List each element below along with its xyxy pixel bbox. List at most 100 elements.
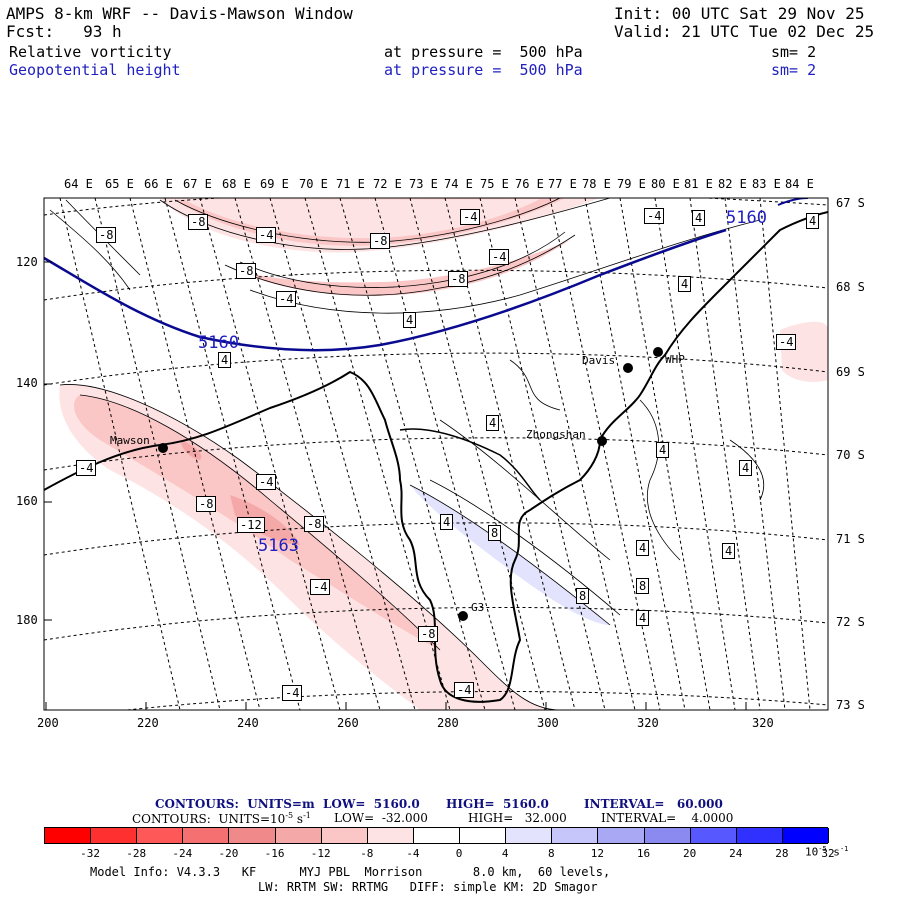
lon-label: 79 E (617, 177, 646, 191)
forecast-hour: Fcst: 93 h (6, 22, 122, 41)
vort-contour-info: CONTOURS: UNITS=10-5 s-1 (132, 811, 311, 826)
vort-label: -4 (310, 579, 331, 595)
vort-label: 8 (636, 578, 650, 594)
colorbar-unit: 10-5 s-1 (805, 845, 849, 859)
vort-label: 4 (403, 312, 417, 328)
vort-label: -4 (644, 208, 665, 224)
vort-label: -4 (776, 334, 797, 350)
vort-contour-interval: INTERVAL= 4.0000 (601, 811, 734, 825)
valid-time: Valid: 21 UTC Tue 02 Dec 25 (614, 22, 875, 41)
lon-label: 65 E (105, 177, 134, 191)
colorbar-tick-label: 24 (729, 847, 743, 860)
vort-label: 4 (636, 610, 650, 626)
lon-label: 71 E (336, 177, 365, 191)
plot-frame (43, 197, 829, 711)
colorbar-tick-label: -8 (360, 847, 374, 860)
coastline (44, 211, 828, 703)
colorbar-cell (782, 828, 829, 843)
vort-label: 8 (488, 525, 502, 541)
vort-label: -4 (489, 249, 510, 265)
vort-label: 4 (722, 543, 736, 559)
lat-label: 67 S (836, 196, 865, 210)
vort-label: -4 (276, 291, 297, 307)
vort-label: 4 (678, 276, 692, 292)
colorbar-cell (690, 828, 737, 843)
station-label-zhongshan: Zhongshan (526, 428, 586, 441)
grid-y-label: 120 (16, 255, 38, 269)
station-marker-whp (653, 347, 663, 357)
lon-label: 68 E (222, 177, 251, 191)
vort-label: -8 (188, 214, 209, 230)
vort-label: -4 (76, 460, 97, 476)
colorbar-tick-label: -12 (310, 847, 331, 860)
lon-label: 82 E (718, 177, 747, 191)
height-contour-high: HIGH= 5160.0 (446, 797, 549, 811)
colorbar-tick-label: 16 (636, 847, 651, 860)
colorbar-tick-label: 8 (547, 847, 555, 860)
height-label: 5160 (198, 333, 239, 353)
height-contour-5160 (44, 228, 727, 352)
grid-x-label: 280 (437, 716, 459, 730)
colorbar-tick-label: 32 (821, 847, 835, 860)
lon-label: 67 E (183, 177, 212, 191)
lat-label: 70 S (836, 448, 865, 462)
vort-label: 4 (806, 213, 820, 229)
colorbar-cell (229, 828, 276, 843)
grid-x-label: 320 (752, 716, 774, 730)
height-label: 5160 (726, 208, 767, 228)
vort-label: 4 (636, 540, 650, 556)
grid-x-label: 220 (137, 716, 159, 730)
height-label: 5163 (258, 536, 299, 556)
field2-level: at pressure = 500 hPa (384, 61, 583, 79)
colorbar-tick-label: -28 (126, 847, 147, 860)
grid-y-label: 180 (16, 613, 38, 627)
colorbar-tick-label: 20 (683, 847, 697, 860)
colorbar-cell (45, 828, 92, 843)
lat-label: 69 S (836, 365, 865, 379)
colorbar-cell (460, 828, 507, 843)
colorbar-tick-label: -16 (264, 847, 285, 860)
field1-smooth: sm= 2 (771, 43, 817, 61)
vort-label: -4 (256, 474, 277, 490)
station-marker-davis (623, 363, 633, 373)
lon-label: 64 E (64, 177, 93, 191)
field2-name: Geopotential height (9, 61, 181, 79)
vort-label: -8 (304, 516, 325, 532)
grid-y-label: 160 (16, 494, 38, 508)
vort-contour-high: HIGH= 32.000 (468, 811, 567, 825)
lat-label: 73 S (836, 698, 865, 712)
vort-label: -4 (282, 685, 303, 701)
lon-label: 78 E (582, 177, 611, 191)
vort-label: 4 (440, 514, 454, 530)
field2-smooth: sm= 2 (771, 61, 817, 79)
colorbar-tick-label: -24 (172, 847, 193, 860)
vort-label: -8 (448, 271, 469, 287)
lon-label: 66 E (144, 177, 173, 191)
colorbar-tick-label: 28 (775, 847, 789, 860)
lon-label: 81 E (684, 177, 713, 191)
grid-x-label: 260 (337, 716, 359, 730)
vort-label: -8 (196, 496, 217, 512)
lat-label: 71 S (836, 532, 865, 546)
vort-contour-low: LOW= -32.000 (334, 811, 428, 825)
lat-label: 68 S (836, 280, 865, 294)
lon-label: 70 E (299, 177, 328, 191)
field1-name: Relative vorticity (9, 43, 172, 61)
station-label-g3: G3 (471, 601, 485, 614)
station-marker-zhongshan (597, 436, 607, 446)
vorticity-contours (49, 198, 765, 710)
colorbar (44, 827, 829, 844)
lon-label: 84 E (785, 177, 814, 191)
lon-label: 74 E (444, 177, 473, 191)
colorbar-cell (367, 828, 414, 843)
lon-label: 77 E (548, 177, 577, 191)
height-contour-info: CONTOURS: UNITS=m LOW= 5160.0 (155, 797, 420, 811)
map-title: AMPS 8-km WRF -- Davis-Mawson Window (6, 4, 353, 23)
grid-x-label: 200 (37, 716, 59, 730)
vort-label: -4 (256, 227, 277, 243)
colorbar-cell (598, 828, 645, 843)
station-label-mawson: Mawson (110, 434, 150, 447)
vort-label: -8 (418, 626, 439, 642)
station-label-whp: WHP (665, 353, 685, 366)
